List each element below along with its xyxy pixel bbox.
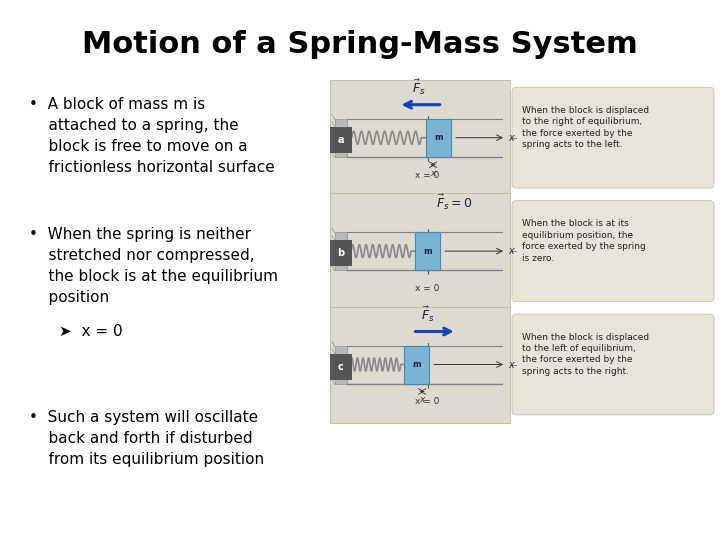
FancyBboxPatch shape [512, 314, 714, 415]
Bar [335, 346, 347, 383]
Text: x: x [508, 360, 514, 369]
FancyBboxPatch shape [330, 127, 352, 153]
FancyBboxPatch shape [512, 87, 714, 188]
Text: x = 0: x = 0 [415, 171, 440, 180]
Text: m: m [413, 360, 421, 369]
Text: $\vec{F}_s$: $\vec{F}_s$ [412, 77, 426, 97]
Text: x: x [508, 246, 514, 256]
FancyBboxPatch shape [330, 307, 510, 422]
Text: When the block is at its
equilibrium position, the
force exerted by the spring
i: When the block is at its equilibrium pos… [522, 219, 646, 262]
Text: b: b [338, 248, 345, 258]
Text: When the block is displaced
to the left of equilibrium,
the force exerted by the: When the block is displaced to the left … [522, 333, 649, 376]
Text: $\vec{F}_s = 0$: $\vec{F}_s = 0$ [436, 193, 472, 212]
Text: m: m [423, 247, 432, 255]
Bar [404, 346, 429, 383]
FancyBboxPatch shape [330, 80, 510, 195]
Text: When the block is displaced
to the right of equilibrium,
the force exerted by th: When the block is displaced to the right… [522, 106, 649, 149]
Text: $\vec{F}_s$: $\vec{F}_s$ [420, 304, 434, 323]
Text: c: c [338, 361, 344, 372]
Text: x: x [420, 395, 425, 404]
Bar [415, 232, 440, 270]
FancyBboxPatch shape [330, 193, 510, 309]
Text: x = 0: x = 0 [415, 284, 440, 293]
Bar [335, 232, 347, 270]
Text: x: x [431, 168, 436, 178]
Text: m: m [434, 133, 443, 142]
Text: x = 0: x = 0 [415, 397, 440, 407]
Text: x: x [508, 133, 514, 143]
Bar [426, 119, 451, 157]
Text: •  A block of mass m is
    attached to a spring, the
    block is free to move : • A block of mass m is attached to a spr… [29, 97, 274, 175]
Bar [335, 119, 347, 157]
Text: ➤  x = 0: ➤ x = 0 [59, 324, 122, 339]
Text: •  Such a system will oscillate
    back and forth if disturbed
    from its equ: • Such a system will oscillate back and … [29, 410, 264, 468]
FancyBboxPatch shape [330, 354, 352, 380]
Text: a: a [338, 134, 344, 145]
FancyBboxPatch shape [512, 201, 714, 301]
FancyBboxPatch shape [330, 240, 352, 266]
Text: Motion of a Spring-Mass System: Motion of a Spring-Mass System [82, 30, 638, 59]
Text: •  When the spring is neither
    stretched nor compressed,
    the block is at : • When the spring is neither stretched n… [29, 227, 278, 305]
